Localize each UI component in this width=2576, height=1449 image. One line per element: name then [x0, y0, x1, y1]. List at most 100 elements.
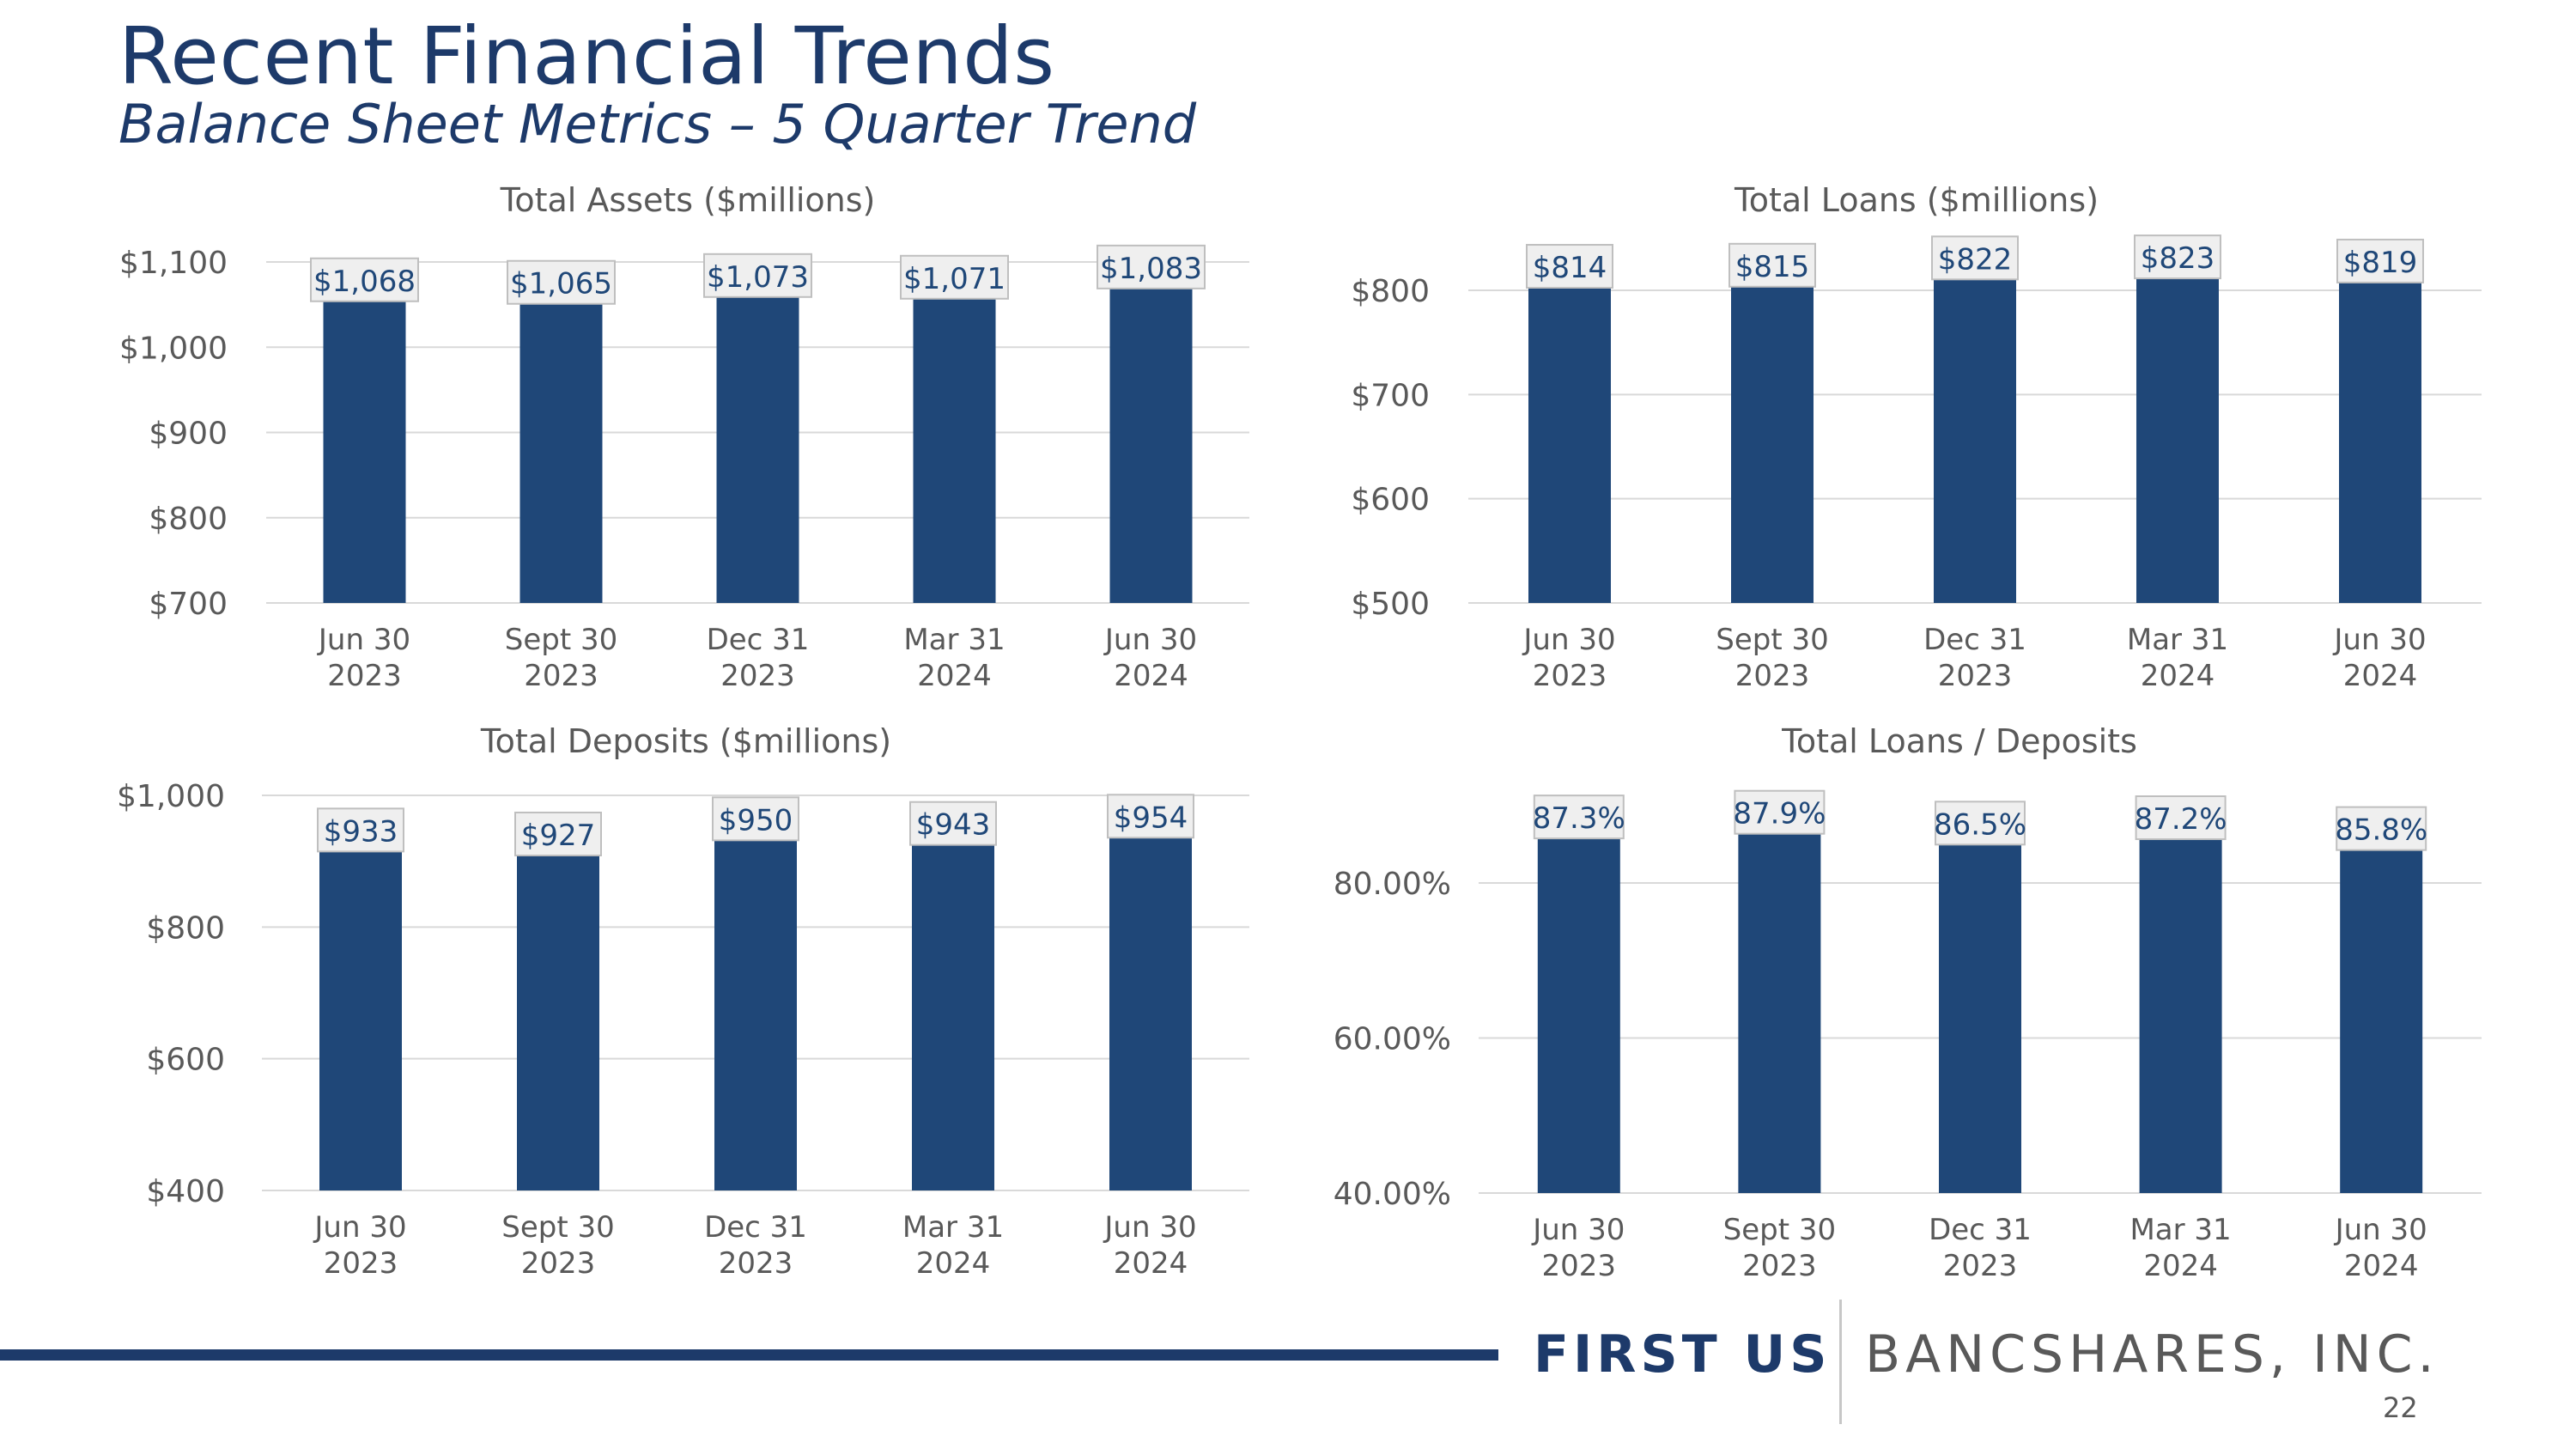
loans-deposits-xtick-label: 2023 — [1943, 1249, 2018, 1283]
total-assets-data-label: $1,065 — [510, 267, 612, 301]
loans-deposits-bar — [2340, 837, 2423, 1193]
total-deposits-xtick-label: Jun 30 — [313, 1210, 406, 1245]
loans-deposits-xtick-label: 2023 — [1542, 1249, 1617, 1283]
loans-deposits-data-label-box — [1734, 789, 1826, 835]
page-subtitle: Balance Sheet Metrics – 5 Quarter Trend — [118, 93, 1197, 155]
total-loans-xtick-label: 2024 — [2141, 659, 2215, 693]
total-deposits-data-label-box — [317, 807, 404, 853]
total-assets-data-label: $1,068 — [313, 265, 416, 299]
loans-deposits-xtick-label: Jun 30 — [2334, 1213, 2427, 1247]
total-deposits-xtick-label: 2024 — [1114, 1246, 1188, 1281]
total-deposits-data-label-box — [1107, 794, 1194, 839]
total-loans-data-label-box — [2336, 238, 2424, 283]
brand-separator — [1839, 1300, 1842, 1424]
total-assets-xtick-label: Sept 30 — [505, 623, 617, 657]
total-loans-xtick-label: 2023 — [1735, 659, 1810, 693]
total-assets-bar — [716, 284, 799, 603]
total-assets-data-label-box — [1097, 244, 1206, 289]
loans-deposits-bar — [1939, 832, 2021, 1193]
total-assets-xtick-label: 2023 — [720, 659, 795, 693]
total-assets-xtick-label: Mar 31 — [903, 623, 1005, 657]
total-loans-data-label-box — [1728, 242, 1816, 288]
total-assets-chart-title: Total Assets ($millions) — [500, 181, 876, 219]
total-loans-bar — [1528, 276, 1611, 603]
footer-rule — [0, 1349, 1498, 1361]
loans-deposits-data-label: 87.3% — [1533, 801, 1625, 836]
page-number: 22 — [2383, 1391, 2418, 1424]
total-assets-data-label-box — [703, 253, 812, 298]
total-loans-data-label: $822 — [1938, 242, 2013, 277]
loans-deposits-xtick-label: Sept 30 — [1723, 1213, 1836, 1247]
loans-deposits-data-label-box — [1935, 801, 2026, 846]
total-deposits-xtick-label: 2023 — [324, 1246, 398, 1281]
total-deposits-xtick-label: 2023 — [719, 1246, 793, 1281]
loans-deposits-chart-title: Total Loans / Deposits — [1781, 722, 2137, 760]
total-loans-data-label-box — [1931, 235, 2019, 281]
total-assets-xtick-label: 2023 — [524, 659, 598, 693]
total-assets-xtick-label: 2024 — [1114, 659, 1188, 693]
total-loans-data-label-box — [2134, 234, 2221, 280]
total-assets-xtick-label: Jun 30 — [317, 623, 410, 657]
total-assets-xtick-label: Dec 31 — [707, 623, 810, 657]
total-assets-bar — [519, 291, 603, 603]
total-deposits-chart-title: Total Deposits ($millions) — [480, 722, 891, 760]
total-loans-ytick-label: $600 — [1351, 483, 1430, 518]
total-deposits-xtick-label: Dec 31 — [704, 1210, 807, 1245]
total-deposits-bar — [517, 843, 599, 1190]
total-deposits-data-label-box — [909, 801, 997, 846]
total-loans-data-label: $823 — [2141, 241, 2215, 276]
total-deposits-ytick-label: $800 — [146, 910, 225, 946]
total-assets-data-label: $1,071 — [903, 262, 1005, 296]
loans-deposits-xtick-label: 2024 — [2344, 1249, 2419, 1283]
loans-deposits-xtick-label: 2024 — [2143, 1249, 2218, 1283]
loans-deposits-ytick-label: 80.00% — [1334, 867, 1451, 902]
loans-deposits-data-label: 86.5% — [1934, 807, 2026, 842]
total-assets-data-label: $1,083 — [1100, 252, 1202, 286]
total-assets-bar — [913, 286, 996, 603]
loans-deposits-bar — [1537, 826, 1620, 1193]
total-deposits-bar — [1109, 825, 1192, 1190]
total-deposits-ytick-label: $600 — [146, 1043, 225, 1078]
total-loans-ytick-label: $500 — [1351, 587, 1430, 622]
total-deposits-bar — [319, 839, 402, 1190]
total-loans-bar — [2339, 270, 2421, 603]
total-loans-xtick-label: 2024 — [2343, 659, 2418, 693]
total-assets-ytick-label: $800 — [149, 502, 228, 537]
loans-deposits-data-label: 87.9% — [1733, 797, 1826, 831]
total-deposits-bar — [714, 828, 797, 1190]
loans-deposits-ytick-label: 60.00% — [1334, 1022, 1451, 1057]
total-assets-data-label-box — [507, 259, 616, 305]
total-loans-bar — [1934, 267, 2016, 603]
total-deposits-data-label-box — [712, 796, 799, 842]
total-loans-xtick-label: Jun 30 — [1522, 623, 1615, 657]
total-loans-xtick-label: Dec 31 — [1923, 623, 2026, 657]
total-loans-data-label-box — [1526, 244, 1613, 289]
total-assets-data-label-box — [900, 254, 1009, 300]
loans-deposits-xtick-label: Jun 30 — [1531, 1213, 1625, 1247]
loans-deposits-xtick-label: Mar 31 — [2129, 1213, 2231, 1247]
total-loans-xtick-label: 2023 — [1938, 659, 2013, 693]
page-title: Recent Financial Trends — [118, 10, 1055, 102]
total-assets-data-label-box — [310, 257, 419, 302]
total-deposits-data-label-box — [514, 811, 602, 856]
total-loans-bar — [1731, 274, 1814, 603]
loans-deposits-ytick-label: 40.00% — [1334, 1177, 1451, 1212]
total-deposits-xtick-label: Mar 31 — [902, 1210, 1004, 1245]
total-assets-ytick-label: $1,000 — [119, 331, 228, 366]
total-loans-xtick-label: Mar 31 — [2127, 623, 2228, 657]
total-assets-data-label: $1,073 — [707, 260, 809, 295]
total-loans-xtick-label: Sept 30 — [1716, 623, 1828, 657]
total-deposits-xtick-label: 2024 — [916, 1246, 991, 1281]
total-assets-bar — [1109, 276, 1193, 603]
total-loans-chart-title: Total Loans ($millions) — [1734, 181, 2099, 219]
total-deposits-bar — [912, 832, 994, 1190]
loans-deposits-data-label: 87.2% — [2135, 802, 2227, 837]
loans-deposits-data-label: 85.8% — [2335, 813, 2427, 848]
total-assets-xtick-label: Jun 30 — [1103, 623, 1197, 657]
total-loans-ytick-label: $800 — [1351, 274, 1430, 309]
total-deposits-xtick-label: Sept 30 — [501, 1210, 614, 1245]
total-deposits-data-label: $933 — [324, 814, 398, 849]
total-loans-bar — [2136, 266, 2219, 603]
loans-deposits-data-label-box — [2336, 806, 2427, 851]
